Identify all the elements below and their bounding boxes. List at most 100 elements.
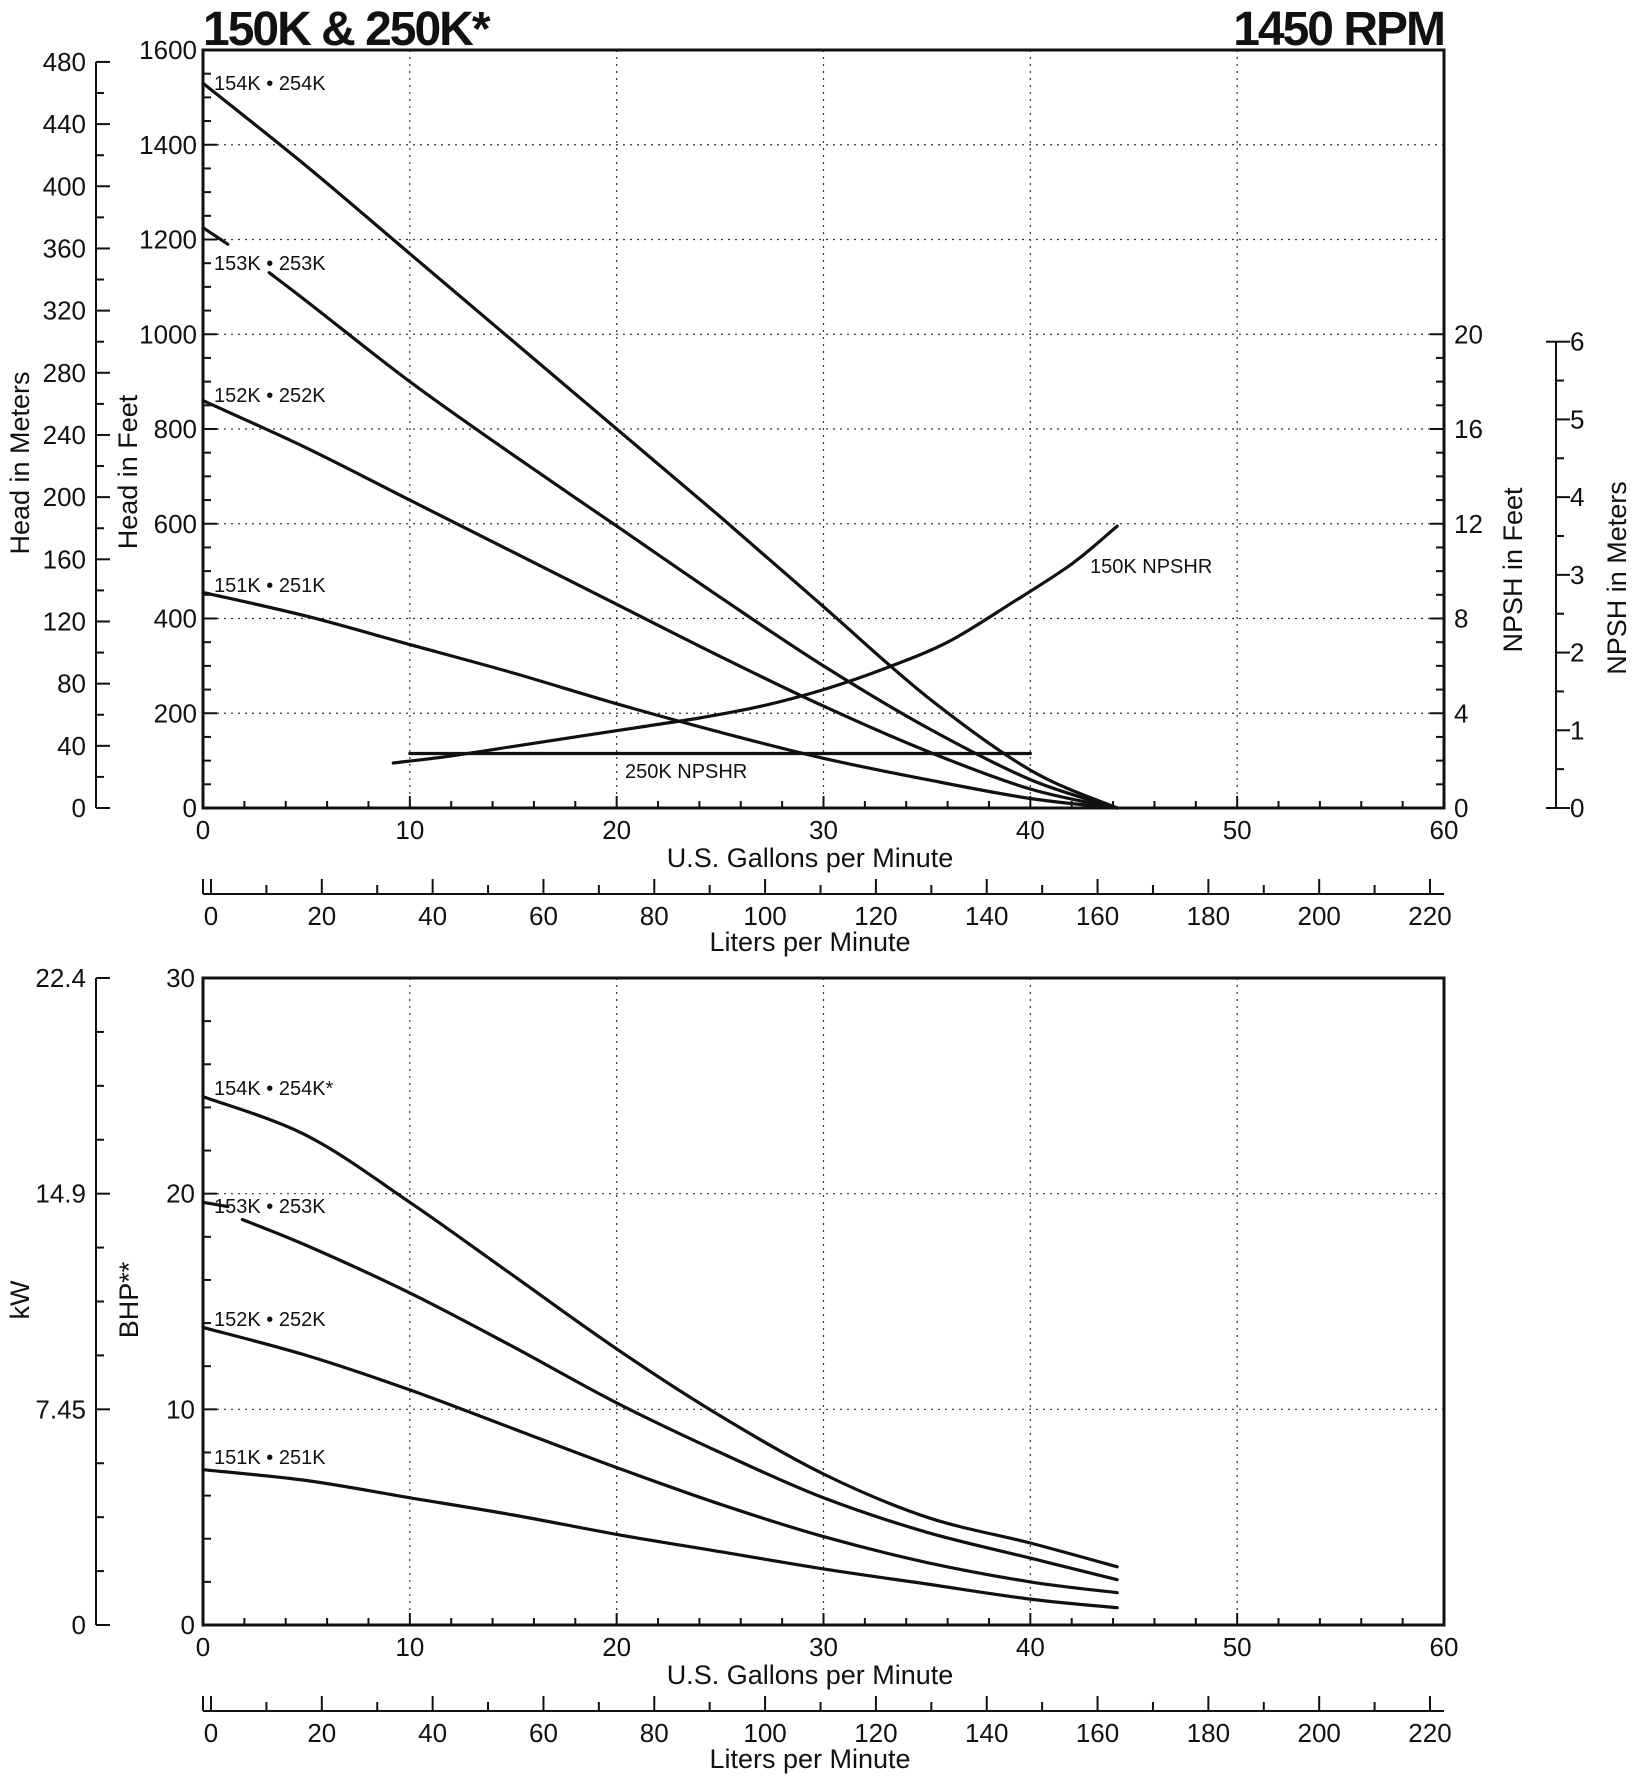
curve-label: 151K • 251K <box>214 575 326 597</box>
npsh-meters-tick-label: 2 <box>1570 638 1584 668</box>
bhp-axis-label: BHP** <box>114 1261 144 1338</box>
head-x-tick-label: 10 <box>395 815 424 845</box>
head-liters-tick-label: 0 <box>204 901 218 931</box>
curve-label: 153K • 253K <box>214 1196 326 1218</box>
bhp-curve-153k-253k <box>240 1217 1119 1582</box>
kw-tick-label: 7.45 <box>35 1394 86 1424</box>
npsh-feet-tick-label: 12 <box>1454 509 1483 539</box>
bhp-x-tick-label: 40 <box>1016 1632 1045 1662</box>
head-feet-axis-label: Head in Feet <box>113 394 143 549</box>
head-liters-tick-label: 40 <box>418 901 447 931</box>
kw-axis-label: kW <box>5 1280 35 1320</box>
bhp-x-tick-label: 20 <box>602 1632 631 1662</box>
head-liters-tick-label: 200 <box>1297 901 1340 931</box>
bhp-curve-152k-252k <box>201 1325 1119 1595</box>
head-x-tick-label: 60 <box>1430 815 1459 845</box>
bhp-liters-tick-label: 160 <box>1076 1718 1119 1748</box>
head-feet-tick-label: 800 <box>154 414 197 444</box>
head-meters-tick-label: 0 <box>72 793 86 823</box>
bhp-curve-153k-253k <box>201 1200 230 1209</box>
bhp-x-tick-label: 50 <box>1223 1632 1252 1662</box>
head-feet-tick-label: 200 <box>154 698 197 728</box>
bhp-liters-tick-label: 0 <box>204 1718 218 1748</box>
npsh-feet-tick-label: 16 <box>1454 414 1483 444</box>
bhp-liters-tick-label: 40 <box>418 1718 447 1748</box>
kw-tick-label: 22.4 <box>35 963 86 993</box>
bhp-x-tick-label: 0 <box>196 1632 210 1662</box>
npsh-meters-tick-label: 1 <box>1570 715 1584 745</box>
npsh-feet-tick-label: 4 <box>1454 698 1468 728</box>
head-feet-tick-label: 1600 <box>139 35 197 65</box>
head-curve-151k-251k <box>201 590 1119 810</box>
head-feet-tick-label: 1200 <box>139 225 197 255</box>
head-meters-tick-label: 360 <box>43 233 86 263</box>
bhp-liters-tick-label: 60 <box>529 1718 558 1748</box>
head-meters-tick-label: 280 <box>43 358 86 388</box>
head-curve-153k-253k <box>267 271 1119 810</box>
head-meters-tick-label: 80 <box>57 669 86 699</box>
head-meters-tick-label: 200 <box>43 482 86 512</box>
npsh-feet-tick-label: 0 <box>1454 793 1468 823</box>
bhp-tick-label: 0 <box>181 1610 195 1640</box>
head-meters-tick-label: 160 <box>43 544 86 574</box>
head-x-axis-label: U.S. Gallons per Minute <box>667 843 954 873</box>
bhp-curve-154k-254k <box>201 1095 1119 1569</box>
bhp-tick-label: 30 <box>166 963 195 993</box>
head-curve-150k-npshr <box>391 524 1119 765</box>
bhp-liters-tick-label: 220 <box>1408 1718 1451 1748</box>
curve-label: 154K • 254K* <box>214 1078 334 1100</box>
curve-label: 154K • 254K <box>214 73 326 95</box>
npsh-feet-tick-label: 8 <box>1454 604 1468 634</box>
head-x-tick-label: 40 <box>1016 815 1045 845</box>
npsh-feet-tick-label: 20 <box>1454 319 1483 349</box>
head-curve-153k-253k <box>201 226 230 246</box>
head-feet-tick-label: 0 <box>183 793 197 823</box>
bhp-liters-tick-label: 180 <box>1187 1718 1230 1748</box>
head-meters-axis-label: Head in Meters <box>5 371 35 554</box>
npsh-feet-axis-label: NPSH in Feet <box>1498 487 1528 653</box>
npsh-meters-axis-label: NPSH in Meters <box>1602 481 1632 675</box>
head-curve-154k-254k <box>201 81 1119 810</box>
head-liters-tick-label: 100 <box>743 901 786 931</box>
curve-label: 250K NPSHR <box>625 761 747 783</box>
bhp-tick-label: 20 <box>166 1179 195 1209</box>
head-liters-tick-label: 140 <box>965 901 1008 931</box>
curve-label: 153K • 253K <box>214 253 326 275</box>
bhp-x-axis-label: U.S. Gallons per Minute <box>667 1660 954 1690</box>
head-meters-tick-label: 440 <box>43 109 86 139</box>
head-meters-tick-label: 320 <box>43 296 86 326</box>
bhp-liters-tick-label: 20 <box>307 1718 336 1748</box>
bhp-liters-tick-label: 140 <box>965 1718 1008 1748</box>
curve-label: 152K • 252K <box>214 1309 326 1331</box>
head-meters-tick-label: 400 <box>43 171 86 201</box>
npsh-meters-tick-label: 0 <box>1570 793 1584 823</box>
rpm-label: 1450 RPM <box>1233 3 1444 56</box>
head-curve-152k-252k <box>201 399 1119 810</box>
bhp-tick-label: 10 <box>166 1394 195 1424</box>
head-liters-tick-label: 180 <box>1187 901 1230 931</box>
head-meters-tick-label: 240 <box>43 420 86 450</box>
head-liters-tick-label: 60 <box>529 901 558 931</box>
head-liters-axis-label: Liters per Minute <box>709 927 910 957</box>
bhp-liters-tick-label: 80 <box>640 1718 669 1748</box>
head-x-tick-label: 0 <box>196 815 210 845</box>
kw-tick-label: 14.9 <box>35 1179 86 1209</box>
bhp-chart: 0 10 20 30 BHP** 0 7.45 14.9 22.4 kW 0 10 20 30 40 50 60… <box>5 963 1458 1774</box>
bhp-x-tick-label: 60 <box>1430 1632 1459 1662</box>
head-feet-tick-label: 1000 <box>139 319 197 349</box>
npsh-meters-tick-label: 3 <box>1570 560 1584 590</box>
head-liters-tick-label: 80 <box>640 901 669 931</box>
bhp-curve-151k-251k <box>201 1468 1119 1610</box>
npsh-meters-tick-label: 6 <box>1570 327 1584 357</box>
curve-label: 151K • 251K <box>214 1447 326 1469</box>
curve-label: 150K NPSHR <box>1090 556 1212 578</box>
curve-label: 152K • 252K <box>214 385 326 407</box>
bhp-liters-tick-label: 100 <box>743 1718 786 1748</box>
head-liters-tick-label: 120 <box>854 901 897 931</box>
kw-tick-label: 0 <box>72 1610 86 1640</box>
head-liters-tick-label: 160 <box>1076 901 1119 931</box>
bhp-liters-axis-label: Liters per Minute <box>709 1744 910 1774</box>
chart-title: 150K & 250K* <box>203 3 491 56</box>
head-liters-tick-label: 20 <box>307 901 336 931</box>
